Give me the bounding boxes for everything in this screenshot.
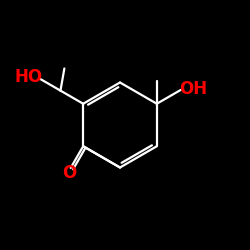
Text: HO: HO [14, 68, 43, 86]
Text: OH: OH [179, 80, 207, 98]
Text: O: O [62, 164, 76, 182]
